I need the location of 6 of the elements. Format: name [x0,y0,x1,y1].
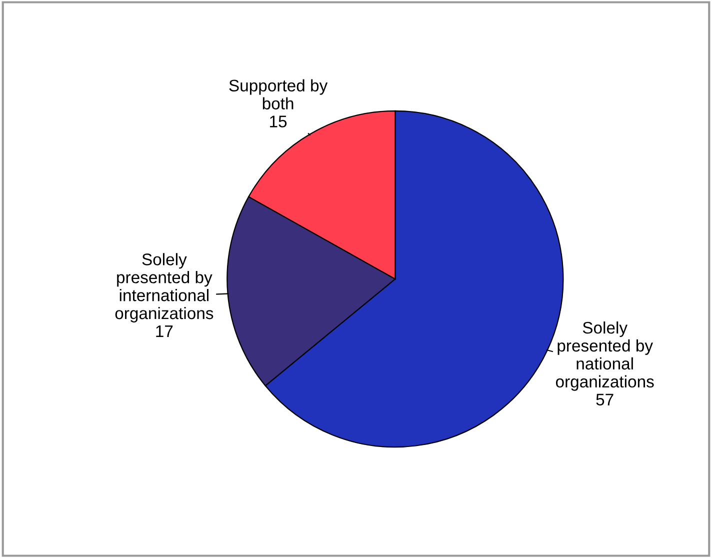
data-label: 15 [270,116,287,128]
slice-label: Solely presented by national organizations [556,321,654,391]
slice-label: Solely presented by international organizations [115,253,214,322]
data-label: 57 [596,394,614,406]
data-label: 17 [156,326,173,337]
slice-label: Supported by both [229,79,328,110]
